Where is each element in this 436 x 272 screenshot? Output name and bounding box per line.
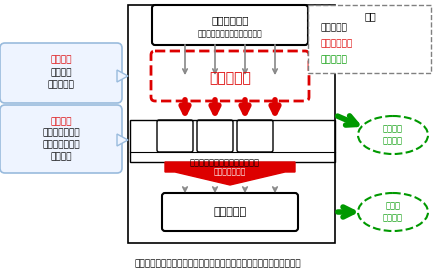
Ellipse shape	[358, 193, 428, 231]
Ellipse shape	[358, 116, 428, 154]
Text: 凡例: 凡例	[364, 11, 376, 21]
Bar	[308, 5, 431, 73]
Polygon shape	[117, 134, 128, 146]
Polygon shape	[117, 70, 128, 82]
FancyBboxPatch shape	[157, 120, 193, 152]
Bar	[130, 120, 335, 162]
FancyBboxPatch shape	[0, 43, 122, 103]
Text: 黒色：当初: 黒色：当初	[320, 23, 347, 32]
FancyBboxPatch shape	[162, 193, 298, 231]
Text: 郷政府の
積極的関与: 郷政府の 積極的関与	[48, 69, 75, 89]
Text: 改善点：: 改善点：	[50, 118, 72, 126]
FancyBboxPatch shape	[237, 120, 273, 152]
Text: 改善点：: 改善点：	[50, 55, 72, 64]
Text: 緑色：将来: 緑色：将来	[320, 55, 347, 64]
Text: 郷普及担当者の
能力強化・部門
間の連携: 郷普及担当者の 能力強化・部門 間の連携	[42, 129, 80, 161]
Text: 郷　政　府: 郷 政 府	[209, 71, 251, 85]
Text: 周辺地域
への普及: 周辺地域 への普及	[383, 125, 403, 146]
Text: 村内の
水平普及: 村内の 水平普及	[383, 202, 403, 222]
Text: 技術指導の強化: 技術指導の強化	[214, 168, 246, 177]
Polygon shape	[165, 162, 295, 185]
FancyBboxPatch shape	[197, 120, 233, 152]
Text: 定住牧畜民: 定住牧畜民	[214, 207, 247, 217]
Text: 図１　牧畜民技術支援における郷政府及び郷普及担当部門の役割強化: 図１ 牧畜民技術支援における郷政府及び郷普及担当部門の役割強化	[135, 259, 301, 268]
FancyBboxPatch shape	[0, 105, 122, 173]
FancyBboxPatch shape	[152, 5, 308, 45]
Text: 市県関係部署: 市県関係部署	[211, 15, 249, 25]
FancyBboxPatch shape	[151, 51, 309, 101]
Text: （畜牧局、農業局、水利局等）: （畜牧局、農業局、水利局等）	[198, 29, 262, 39]
Text: 赤色：改善点: 赤色：改善点	[320, 39, 352, 48]
Bar	[128, 5, 335, 243]
Text: 部門別郷サービスステーション: 部門別郷サービスステーション	[190, 158, 260, 167]
